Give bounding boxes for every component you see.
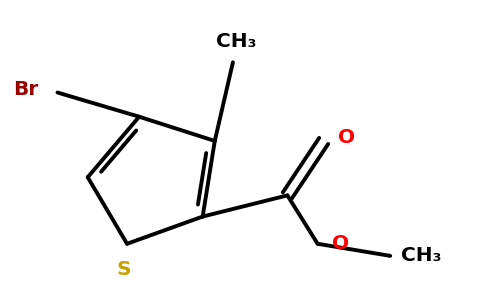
Text: O: O (332, 234, 349, 253)
Text: Br: Br (14, 80, 39, 99)
Text: CH₃: CH₃ (216, 32, 256, 51)
Text: O: O (338, 128, 355, 147)
Text: S: S (117, 260, 131, 279)
Text: CH₃: CH₃ (401, 246, 442, 266)
